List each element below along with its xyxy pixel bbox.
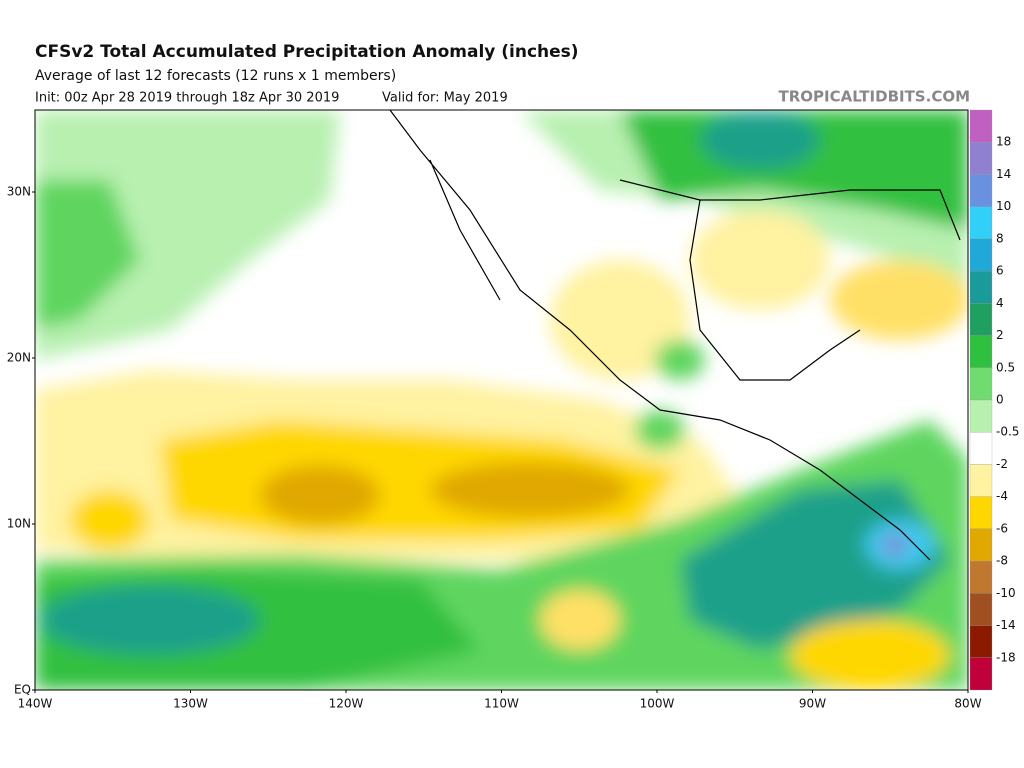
init-time: Init: 00z Apr 28 2019 through 18z Apr 30… <box>35 91 339 106</box>
colorbar-segment <box>969 238 993 272</box>
colorbar: 18 14 10 8 6 4 2 0.5 0 -0.5 -2 -4 -6 -8 -10 -14 -18 <box>969 109 1019 691</box>
colorbar-label: -18 <box>996 650 1016 664</box>
colorbar-segment <box>969 496 993 530</box>
colorbar-segment <box>969 593 993 626</box>
colorbar-label: 0.5 <box>996 360 1015 374</box>
colorbar-segment <box>969 142 993 175</box>
colorbar-segment <box>969 625 993 658</box>
valid-time: Valid for: May 2019 <box>382 91 508 106</box>
colorbar-label: -6 <box>996 521 1008 535</box>
lon-label: 90W <box>799 697 826 711</box>
colorbar-label: 14 <box>996 167 1011 181</box>
brand: TROPICALTIDBITS.COM <box>779 88 971 106</box>
lat-label: EQ <box>14 683 31 697</box>
colorbar-segment <box>969 206 993 240</box>
lat-label: 30N <box>7 185 31 199</box>
colorbar-label: 8 <box>996 231 1004 245</box>
colorbar-segment <box>969 109 993 143</box>
subtitle: Average of last 12 forecasts (12 runs x … <box>35 68 396 84</box>
colorbar-label: -0.5 <box>996 425 1019 439</box>
lon-label: 120W <box>329 697 364 711</box>
colorbar-segment <box>969 174 993 207</box>
map-field <box>35 110 968 690</box>
lon-label: 80W <box>954 697 981 711</box>
title: CFSv2 Total Accumulated Precipitation An… <box>35 42 579 62</box>
colorbar-segment <box>969 432 993 465</box>
colorbar-segment <box>969 270 993 304</box>
colorbar-segment <box>969 399 993 433</box>
colorbar-label: 10 <box>996 199 1011 213</box>
lon-label: 130W <box>173 697 208 711</box>
colorbar-label: -8 <box>996 554 1008 568</box>
colorbar-segment <box>969 464 993 497</box>
lat-label: 20N <box>7 351 31 365</box>
colorbar-segment <box>969 303 993 336</box>
colorbar-label: -14 <box>996 618 1016 632</box>
colorbar-label: 4 <box>996 296 1004 310</box>
colorbar-label: -4 <box>996 489 1008 503</box>
lat-label: 10N <box>7 517 31 531</box>
colorbar-label: 2 <box>996 328 1004 342</box>
colorbar-label: -2 <box>996 457 1008 471</box>
lon-label: 110W <box>484 697 519 711</box>
colorbar-label: -10 <box>996 586 1016 600</box>
colorbar-segment <box>969 657 993 691</box>
lon-label: 100W <box>640 697 675 711</box>
colorbar-segment <box>969 560 993 594</box>
colorbar-label: 18 <box>996 135 1011 149</box>
lon-label: 140W <box>18 697 53 711</box>
colorbar-label: 6 <box>996 264 1004 278</box>
colorbar-label: 0 <box>996 393 1004 407</box>
colorbar-segment <box>969 528 993 562</box>
colorbar-segment <box>969 367 993 401</box>
colorbar-segment <box>969 335 993 368</box>
